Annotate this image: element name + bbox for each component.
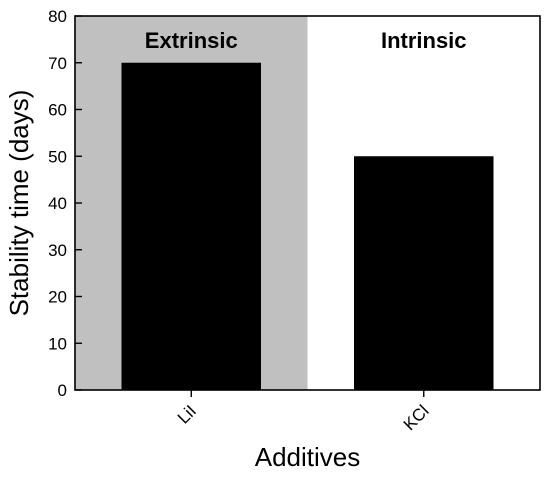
- x-axis-title: Additives: [255, 442, 361, 472]
- y-axis-title: Stability time (days): [4, 90, 34, 317]
- y-tick-label: 70: [48, 54, 67, 73]
- y-tick-label: 80: [48, 7, 67, 26]
- bar-lii: [121, 62, 261, 390]
- y-tick-label: 60: [48, 101, 67, 120]
- y-tick-label: 50: [48, 147, 67, 166]
- region-intrinsic-label: Intrinsic: [381, 28, 467, 53]
- y-tick-label: 0: [58, 381, 67, 400]
- x-axis-ticks: LiI KCl: [174, 390, 433, 434]
- y-tick-label: 10: [48, 334, 67, 353]
- y-tick-label: 40: [48, 194, 67, 213]
- y-tick-label: 20: [48, 288, 67, 307]
- bar-kcl: [354, 156, 494, 390]
- bars: [121, 62, 494, 390]
- x-tick-label-lii: LiI: [174, 401, 200, 427]
- region-extrinsic-label: Extrinsic: [145, 28, 238, 53]
- y-axis-ticks: 0 10 20 30 40 50 60 70 80: [48, 7, 82, 400]
- x-tick-label-kcl: KCl: [400, 401, 433, 434]
- y-tick-label: 30: [48, 241, 67, 260]
